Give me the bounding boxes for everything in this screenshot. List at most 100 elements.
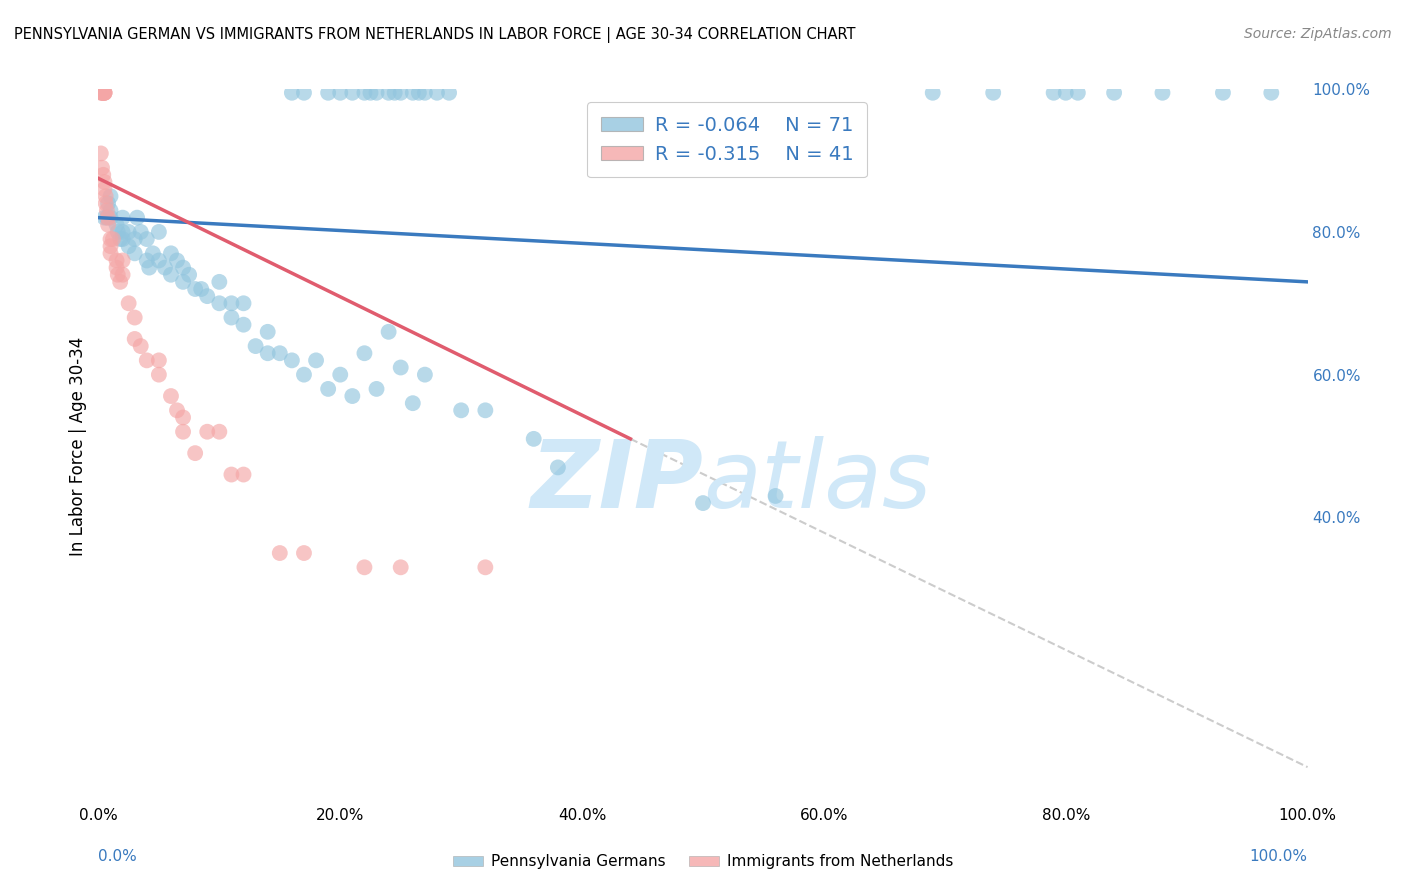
- Point: [1054, 86, 1077, 100]
- Point: [90, 86, 112, 100]
- Point: [142, 246, 165, 260]
- Point: [413, 368, 436, 382]
- Point: [184, 446, 207, 460]
- Point: [402, 86, 425, 100]
- Point: [96, 203, 118, 218]
- Point: [111, 268, 134, 282]
- Point: [353, 86, 375, 100]
- Point: [111, 211, 134, 225]
- Point: [148, 368, 170, 382]
- Point: [342, 86, 364, 100]
- Point: [329, 368, 352, 382]
- Text: 100.0%: 100.0%: [1250, 849, 1308, 864]
- Point: [474, 403, 496, 417]
- Point: [93, 182, 115, 196]
- Point: [1212, 86, 1234, 100]
- Point: [389, 560, 412, 574]
- Point: [413, 86, 436, 100]
- Point: [105, 260, 128, 275]
- Point: [269, 546, 291, 560]
- Point: [292, 546, 315, 560]
- Point: [91, 86, 114, 100]
- Text: atlas: atlas: [703, 436, 931, 527]
- Point: [366, 86, 388, 100]
- Point: [190, 282, 212, 296]
- Point: [108, 232, 131, 246]
- Point: [377, 325, 399, 339]
- Point: [153, 260, 176, 275]
- Point: [107, 225, 129, 239]
- Point: [100, 246, 122, 260]
- Point: [93, 86, 115, 100]
- Point: [127, 211, 149, 225]
- Point: [921, 86, 943, 100]
- Point: [426, 86, 449, 100]
- Point: [377, 86, 399, 100]
- Point: [1067, 86, 1090, 100]
- Point: [523, 432, 546, 446]
- Point: [91, 168, 114, 182]
- Point: [221, 296, 243, 310]
- Point: [111, 232, 134, 246]
- Point: [124, 310, 146, 325]
- Point: [124, 332, 146, 346]
- Point: [124, 232, 146, 246]
- Point: [135, 253, 157, 268]
- Point: [148, 353, 170, 368]
- Point: [148, 225, 170, 239]
- Point: [118, 296, 141, 310]
- Point: [97, 196, 120, 211]
- Point: [135, 232, 157, 246]
- Point: [245, 339, 267, 353]
- Point: [450, 403, 472, 417]
- Point: [93, 86, 115, 100]
- Point: [135, 353, 157, 368]
- Legend: R = -0.064    N = 71, R = -0.315    N = 41: R = -0.064 N = 71, R = -0.315 N = 41: [588, 103, 868, 178]
- Point: [118, 239, 141, 253]
- Point: [111, 225, 134, 239]
- Point: [100, 189, 122, 203]
- Point: [474, 560, 496, 574]
- Point: [97, 211, 120, 225]
- Point: [184, 282, 207, 296]
- Y-axis label: In Labor Force | Age 30-34: In Labor Force | Age 30-34: [69, 336, 87, 556]
- Point: [195, 425, 218, 439]
- Point: [172, 410, 194, 425]
- Point: [91, 86, 114, 100]
- Point: [221, 467, 243, 482]
- Point: [232, 467, 254, 482]
- Point: [256, 325, 278, 339]
- Point: [281, 353, 304, 368]
- Point: [100, 232, 122, 246]
- Point: [108, 275, 131, 289]
- Point: [389, 86, 412, 100]
- Point: [292, 86, 315, 100]
- Point: [148, 253, 170, 268]
- Point: [105, 253, 128, 268]
- Point: [93, 86, 115, 100]
- Point: [402, 396, 425, 410]
- Text: Source: ZipAtlas.com: Source: ZipAtlas.com: [1244, 27, 1392, 41]
- Point: [166, 403, 188, 417]
- Point: [281, 86, 304, 100]
- Point: [166, 253, 188, 268]
- Point: [101, 232, 124, 246]
- Point: [118, 225, 141, 239]
- Legend: Pennsylvania Germans, Immigrants from Netherlands: Pennsylvania Germans, Immigrants from Ne…: [447, 848, 959, 875]
- Point: [316, 382, 339, 396]
- Point: [172, 260, 194, 275]
- Point: [208, 275, 231, 289]
- Point: [329, 86, 352, 100]
- Point: [208, 296, 231, 310]
- Point: [94, 196, 117, 211]
- Point: [172, 275, 194, 289]
- Text: 0.0%: 0.0%: [98, 849, 138, 864]
- Text: PENNSYLVANIA GERMAN VS IMMIGRANTS FROM NETHERLANDS IN LABOR FORCE | AGE 30-34 CO: PENNSYLVANIA GERMAN VS IMMIGRANTS FROM N…: [14, 27, 856, 43]
- Point: [232, 296, 254, 310]
- Point: [111, 253, 134, 268]
- Point: [360, 86, 382, 100]
- Point: [105, 218, 128, 232]
- Point: [91, 86, 114, 100]
- Point: [107, 268, 129, 282]
- Point: [172, 425, 194, 439]
